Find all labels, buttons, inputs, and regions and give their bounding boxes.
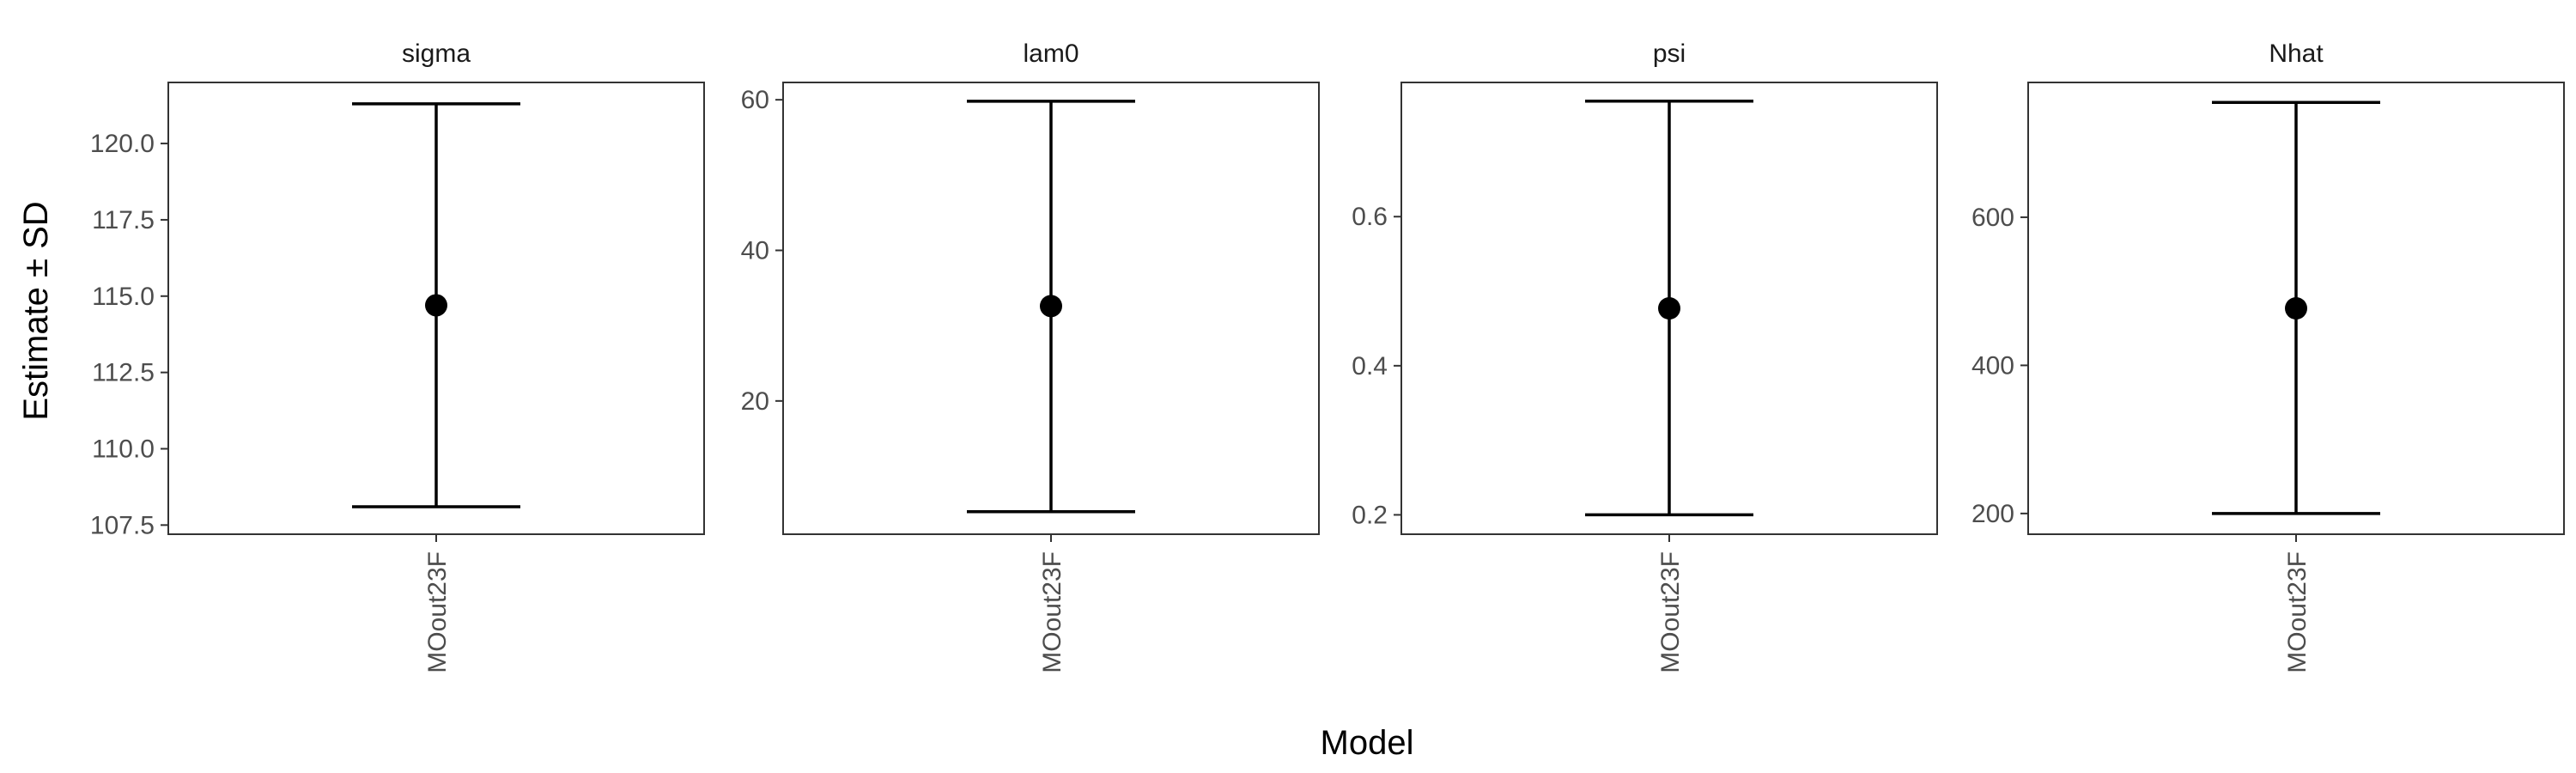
panel-psi: psi 0.2 0.4 0.6 MOout23F (1352, 40, 1938, 673)
estimate-point (1658, 297, 1680, 320)
x-tick-label: MOout23F (1656, 551, 1685, 673)
panel-sigma: sigma 107.5 110.0 112.5 115.0 117.5 120.0 MOout… (90, 40, 705, 673)
x-tick-label: MOout23F (423, 551, 452, 673)
y-tick-label: 400 (1971, 351, 2014, 380)
panel-lam0: lam0 20 40 60 MOout23F (741, 40, 1320, 673)
y-tick-label: 0.2 (1352, 501, 1388, 529)
y-tick-label: 107.5 (90, 511, 155, 539)
x-tick-label: MOout23F (1038, 551, 1066, 673)
y-tick-label: 40 (741, 236, 769, 265)
panel-title: psi (1653, 40, 1686, 68)
y-tick-label: 200 (1971, 500, 2014, 528)
y-tick-label: 20 (741, 387, 769, 416)
y-axis-title: Estimate ± SD (17, 201, 55, 420)
y-tick-label: 112.5 (92, 359, 155, 387)
y-tick-label: 110.0 (92, 435, 155, 463)
panels-group: sigma 107.5 110.0 112.5 115.0 117.5 120.0 MOout… (90, 40, 2565, 673)
y-tick-label: 0.6 (1352, 203, 1388, 231)
y-tick-label: 120.0 (90, 130, 155, 158)
y-tick-label: 115.0 (92, 283, 155, 311)
panel-title: lam0 (1023, 40, 1078, 68)
y-tick-label: 600 (1971, 204, 2014, 232)
x-tick-label: MOout23F (2283, 551, 2312, 673)
y-tick-label: 60 (741, 86, 769, 114)
estimate-point (1040, 295, 1062, 318)
panel-title: sigma (402, 40, 471, 68)
panel-title: Nhat (2269, 40, 2324, 68)
x-axis-title: Model (1321, 724, 1414, 762)
estimate-point (2285, 297, 2307, 320)
y-tick-label: 117.5 (92, 206, 155, 234)
panel-Nhat: Nhat 200 400 600 MOout23F (1971, 40, 2565, 673)
estimate-point (425, 294, 447, 317)
y-tick-label: 0.4 (1352, 352, 1388, 380)
